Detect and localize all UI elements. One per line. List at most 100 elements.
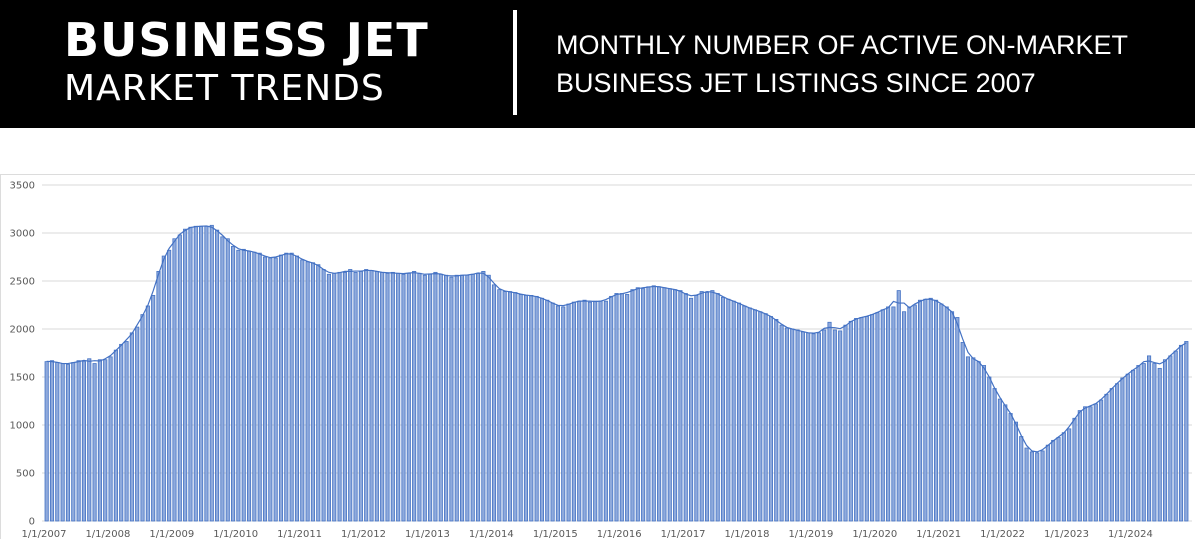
bar [1088,406,1093,522]
bar [342,271,347,522]
bar [396,272,401,522]
bar [1051,439,1056,522]
bar [955,317,960,522]
bar [321,269,326,522]
bar [460,274,465,522]
bar [822,329,827,522]
bar [965,356,971,522]
bar [795,329,800,522]
bar [875,312,880,522]
bar [177,234,182,522]
bar [220,236,225,522]
bar [87,358,92,522]
bar [60,363,65,522]
bar [742,305,747,522]
bar [598,300,603,522]
bar [720,296,726,522]
x-tick-label: 1/1/2019 [788,529,833,539]
y-tick-label: 500 [16,469,35,480]
bar [385,272,390,522]
bar [348,269,353,522]
bar [289,252,294,522]
bar [603,300,608,522]
bar [358,270,363,522]
bar [1013,421,1018,522]
bar [1040,450,1045,522]
bar [582,299,587,522]
bar [65,364,71,522]
x-tick-label: 1/1/2013 [405,529,450,539]
bar [278,254,284,522]
bar [1045,444,1050,522]
bar [832,329,837,522]
bar [183,228,188,522]
y-tick-label: 0 [29,517,35,528]
bar [140,314,145,522]
bar [241,248,246,522]
bar [380,271,385,522]
bar [763,313,768,522]
bar [646,286,651,522]
bar [454,274,459,522]
bar [193,225,198,522]
bar [268,257,273,522]
bar [417,272,422,522]
bar [310,262,315,522]
bar [374,270,379,522]
bar [800,331,805,522]
bar [1184,341,1189,522]
y-tick-label: 1500 [10,373,35,384]
bar [172,238,177,522]
y-tick-label: 3000 [10,229,35,240]
bar [1178,344,1184,522]
bar [401,273,406,522]
bar [635,287,640,522]
bar [1029,451,1034,522]
x-tick-label: 1/1/2021 [916,529,961,539]
bar [1115,383,1120,522]
bar [944,306,949,522]
chart-description-line1: MONTHLY NUMBER OF ACTIVE ON-MARKET [556,30,1129,60]
bar [92,363,97,522]
bar [976,361,981,522]
bar [470,273,475,522]
bar [987,376,992,522]
brand-title: BUSINESS JET [64,13,429,67]
x-tick-label: 1/1/2008 [85,529,130,539]
x-tick-label: 1/1/2012 [341,529,386,539]
bar [997,398,1002,522]
bar [731,300,736,522]
bar [859,317,864,522]
bar [641,288,646,522]
bar [108,356,113,522]
bar [689,297,694,522]
bar [246,250,252,522]
bar [236,249,241,522]
bar [811,333,816,522]
bar [412,270,417,522]
bar [1168,355,1173,522]
bar [273,257,278,522]
bar [486,274,491,522]
bar [555,305,560,522]
bar [939,303,944,522]
bar [225,238,230,522]
bar-series [44,224,1189,522]
y-axis-labels: 0 500 1000 1500 2000 2500 3000 3500 [10,181,35,528]
bar [199,225,204,522]
bar [119,343,124,522]
bar [758,311,763,522]
bar [784,327,789,522]
bar [710,290,715,522]
bar [854,318,859,522]
bar [257,252,262,522]
bar [912,304,917,522]
bar [475,272,481,522]
bar [683,293,688,522]
chart-description: MONTHLY NUMBER OF ACTIVE ON-MARKET BUSIN… [556,26,1128,102]
bar [1035,452,1040,522]
bar [1131,369,1136,522]
bar [667,288,672,522]
bar [433,271,438,522]
bar [1141,363,1146,522]
